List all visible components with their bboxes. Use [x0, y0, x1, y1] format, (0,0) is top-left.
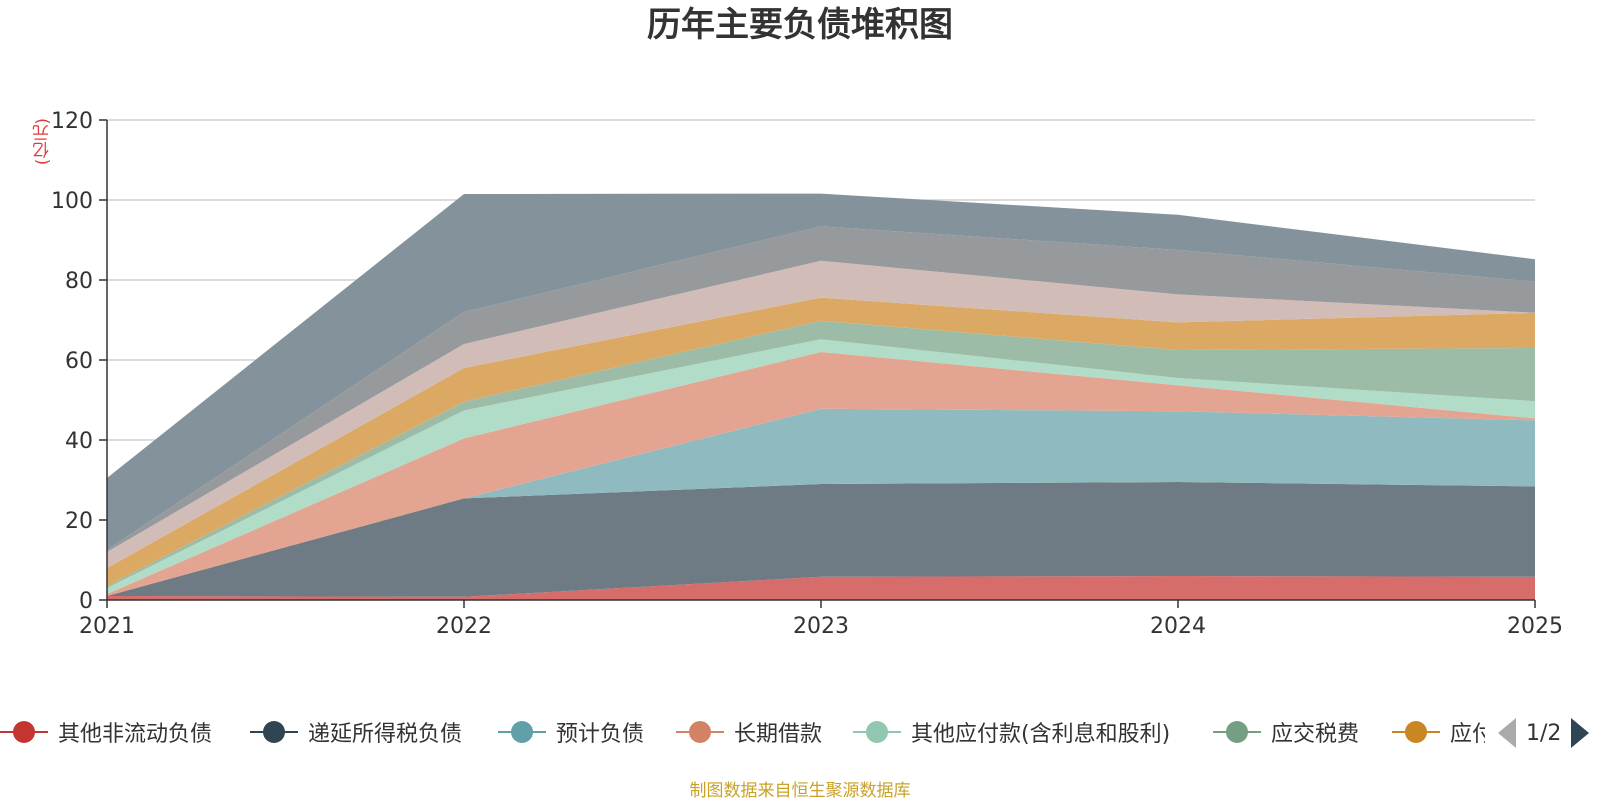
legend-marker-icon [1392, 720, 1440, 744]
area-series-2[interactable] [107, 408, 1535, 596]
y-tick-label-3: 60 [65, 349, 93, 374]
legend-next-page-icon[interactable] [1571, 718, 1590, 748]
x-tick-label-3: 2024 [1150, 614, 1206, 639]
legend-marker-icon [676, 720, 724, 744]
y-tick-label-5: 100 [51, 189, 93, 214]
legend-marker-icon [0, 720, 48, 744]
legend-pager: 1/2 [1498, 716, 1590, 750]
area-series-6[interactable] [107, 297, 1535, 586]
legend-label: 预计负债 [556, 722, 645, 747]
legend-label: 其他非流动负债 [58, 722, 213, 747]
legend-marker-icon [250, 720, 298, 744]
legend-label: 应交税费 [1271, 722, 1360, 747]
area-series-9[interactable] [107, 193, 1535, 550]
legend-marker-icon [1213, 720, 1261, 744]
x-tick-label-2: 2023 [793, 614, 849, 639]
legend-item-3[interactable]: 长期借款 [676, 710, 822, 754]
legend-prev-page-icon[interactable] [1498, 718, 1516, 748]
legend-item-5[interactable]: 应交税费 [1213, 710, 1359, 754]
y-tick-label-4: 80 [65, 269, 93, 294]
area-series-0[interactable] [107, 576, 1535, 600]
legend-label: 其他应付款(含利息和股利) [911, 722, 1171, 747]
stacked-areas [107, 193, 1535, 600]
legend-item-2[interactable]: 预计负债 [498, 710, 644, 754]
source-note: 制图数据来自恒生聚源数据库 [689, 781, 911, 801]
legend-item-6[interactable]: 应付票据 [1392, 710, 1485, 754]
y-tick-label-1: 20 [65, 509, 93, 534]
x-tick-label-1: 2022 [436, 614, 492, 639]
axes [99, 119, 1536, 608]
area-series-1[interactable] [107, 482, 1535, 597]
y-tick-label-6: 120 [51, 109, 93, 134]
legend-item-1[interactable]: 递延所得税负债 [250, 710, 462, 754]
legend-marker-icon [853, 720, 901, 744]
x-axis-tick-labels: 2021 2022 2023 2024 2025 [79, 614, 1563, 639]
legend: 其他非流动负债 递延所得税负债 预计负债 长期借款 其他应付款(含利息和股利) 应交税费 应… [0, 710, 1485, 754]
y-axis-unit-label: (亿元) [33, 118, 53, 166]
y-axis-tick-labels: 0 20 40 60 80 100 120 [51, 109, 93, 614]
area-series-3[interactable] [107, 352, 1535, 596]
legend-item-4[interactable]: 其他应付款(含利息和股利) [853, 710, 1170, 754]
y-tick-label-2: 40 [65, 429, 93, 454]
x-tick-label-0: 2021 [79, 614, 135, 639]
legend-label: 应付票据 [1450, 722, 1485, 747]
chart-title: 历年主要负债堆积图 [647, 5, 953, 45]
legend-label: 长期借款 [734, 722, 823, 747]
x-tick-label-4: 2025 [1507, 614, 1563, 639]
legend-page-indicator: 1/2 [1526, 720, 1562, 746]
legend-label: 递延所得税负债 [308, 722, 463, 747]
legend-marker-icon [498, 720, 546, 744]
area-series-4[interactable] [107, 339, 1535, 594]
legend-item-0[interactable]: 其他非流动负债 [0, 710, 212, 754]
y-tick-label-0: 0 [79, 589, 93, 614]
